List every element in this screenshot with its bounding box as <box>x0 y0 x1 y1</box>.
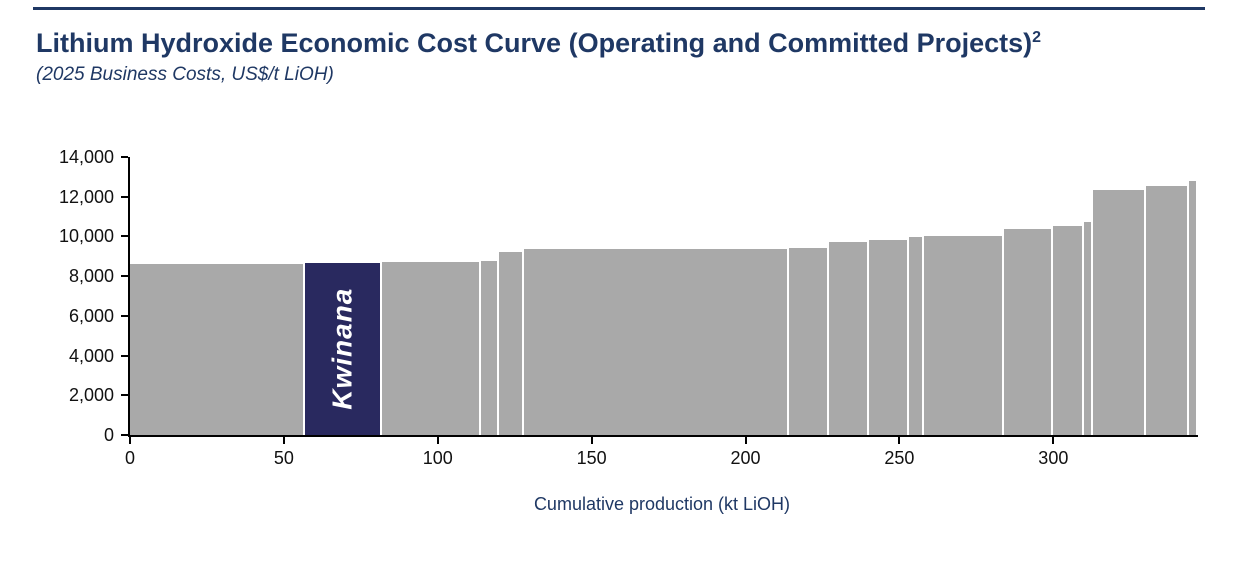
y-tick-label: 4,000 <box>68 345 114 366</box>
y-tick-mark <box>121 314 128 317</box>
x-tick-label: 150 <box>576 448 607 468</box>
y-tick-mark <box>121 156 128 158</box>
cost-curve-bar <box>130 264 306 435</box>
y-tick-mark <box>121 354 128 357</box>
title-footnote-marker: 2 <box>1032 29 1042 46</box>
y-tick-label: 10,000 <box>58 226 114 247</box>
top-divider-rule <box>33 7 1205 10</box>
chart-header: Lithium Hydroxide Economic Cost Curve (O… <box>36 28 1206 86</box>
cost-curve-bar <box>1053 225 1085 435</box>
y-tick-label: 0 <box>103 425 114 445</box>
plot-area: Kwinana <box>128 157 1198 437</box>
x-tick-label: 50 <box>273 448 294 468</box>
x-tick-mark <box>436 437 439 444</box>
y-tick-label: 14,000 <box>58 147 114 167</box>
y-tick-mark <box>121 275 128 278</box>
cost-curve-bar <box>828 242 869 435</box>
y-tick-label: 6,000 <box>68 305 114 326</box>
cost-curve-bar <box>788 248 829 435</box>
chart-subtitle: (2025 Business Costs, US$/t LiOH) <box>36 64 334 86</box>
x-tick-mark <box>129 437 131 444</box>
x-tick-mark <box>282 437 285 444</box>
y-tick-label: 12,000 <box>58 186 114 207</box>
x-tick-label: 0 <box>124 448 136 468</box>
cost-curve-bar <box>480 261 500 435</box>
x-tick-mark <box>1052 437 1055 444</box>
x-axis-tick-labels: 0 50 100 150 200 250 300 <box>125 448 1198 471</box>
cost-curve-bar <box>908 237 925 435</box>
x-tick-mark <box>590 437 593 444</box>
highlight-bar-label: Kwinana <box>326 288 358 411</box>
y-tick-mark <box>121 394 128 397</box>
chart-title: Lithium Hydroxide Economic Cost Curve (O… <box>36 28 1206 59</box>
x-tick-label: 250 <box>884 448 915 468</box>
y-tick-label: 2,000 <box>68 385 114 406</box>
x-tick-label: 100 <box>422 448 453 468</box>
cost-curve-bar <box>1145 185 1189 435</box>
y-tick-mark <box>121 195 128 198</box>
cost-curve-bar <box>1188 180 1198 435</box>
cost-curve-bar <box>1084 221 1094 435</box>
y-tick-label: 8,000 <box>68 266 114 287</box>
cost-curve-bar <box>1093 189 1146 435</box>
y-tick-mark <box>121 235 128 238</box>
cost-curve-bar <box>499 252 524 435</box>
x-tick-mark <box>898 437 901 444</box>
cost-curve-bar <box>1004 228 1054 435</box>
chart-title-text: Lithium Hydroxide Economic Cost Curve (O… <box>36 28 1033 58</box>
y-tick-mark <box>121 434 128 436</box>
x-axis-tick-marks <box>129 437 1198 444</box>
x-tick-mark <box>744 437 747 444</box>
y-axis-tick-labels: 0 2,000 4,000 6,000 8,000 10,000 12,000 14,000 <box>0 148 114 444</box>
cost-curve-bar <box>924 236 1005 435</box>
x-tick-label: 300 <box>1038 448 1069 468</box>
x-tick-label: 200 <box>730 448 761 468</box>
cost-curve-bar <box>382 262 481 435</box>
x-axis-title: Cumulative production (kt LiOH) <box>533 494 791 514</box>
cost-curve-bar <box>868 240 909 435</box>
y-axis-tick-marks <box>121 156 128 436</box>
cost-curve-bar <box>523 249 789 435</box>
highlight-bar: Kwinana <box>305 263 383 435</box>
